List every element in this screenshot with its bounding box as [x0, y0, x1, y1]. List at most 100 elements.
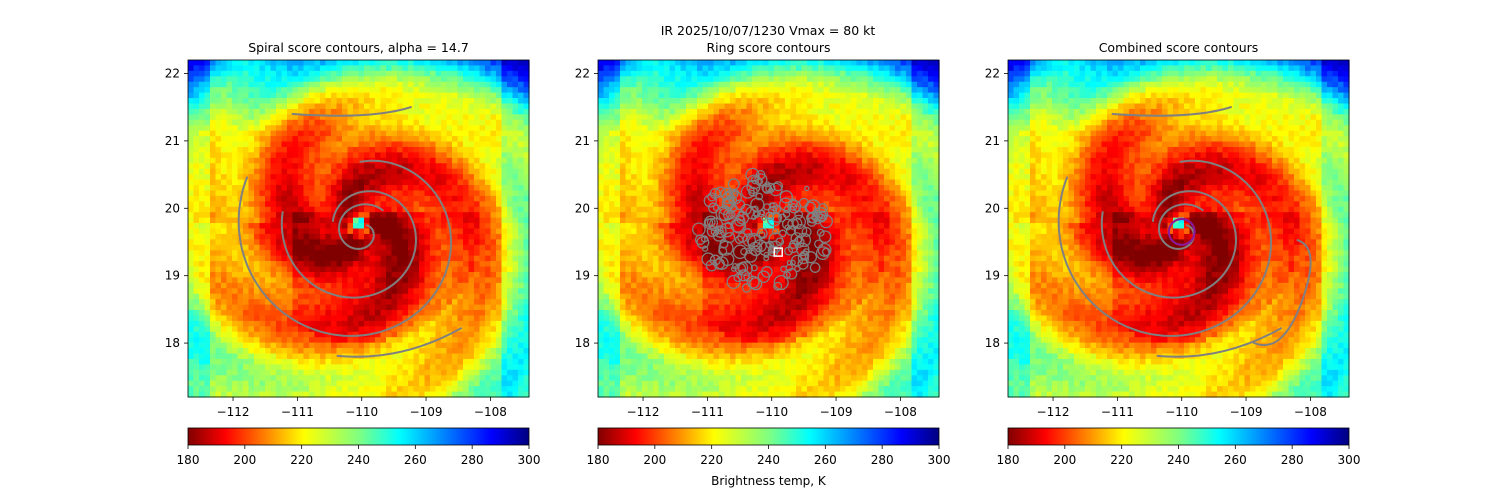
heatmap-cell [391, 293, 398, 300]
heatmap-cell [906, 87, 913, 94]
heatmap-cell [490, 141, 497, 148]
heatmap-cell [801, 125, 808, 132]
heatmap-cell [752, 146, 759, 154]
heatmap-cell [496, 320, 503, 327]
heatmap-cell [369, 212, 376, 219]
heatmap-cell [397, 141, 404, 148]
heatmap-cell [320, 152, 327, 159]
heatmap-cell [928, 98, 935, 105]
heatmap-cell [675, 98, 682, 105]
heatmap-cell [380, 201, 387, 208]
heatmap-cell [331, 201, 338, 208]
heatmap-cell [380, 119, 387, 126]
heatmap-cell [380, 255, 387, 262]
heatmap-cell [254, 195, 261, 202]
heatmap-cell [347, 179, 354, 186]
heatmap-cell [402, 337, 409, 344]
heatmap-cell [226, 81, 233, 88]
heatmap-cell [232, 119, 239, 126]
heatmap-cell [457, 60, 464, 67]
heatmap-cell [862, 146, 869, 154]
heatmap-cell [413, 217, 420, 224]
heatmap-cell [479, 282, 486, 289]
heatmap-cell [697, 103, 704, 110]
heatmap-cell [320, 331, 327, 338]
heatmap-cell [603, 103, 610, 110]
heatmap-cell [485, 315, 492, 322]
heatmap-cell [303, 380, 310, 387]
heatmap-cell [408, 353, 415, 360]
heatmap-cell [270, 386, 277, 393]
heatmap-cell [369, 266, 376, 273]
heatmap-cell [397, 119, 404, 126]
heatmap-cell [364, 326, 371, 333]
heatmap-cell [812, 70, 819, 77]
heatmap-cell [270, 293, 277, 300]
heatmap-cell [620, 70, 627, 77]
heatmap-cell [435, 201, 442, 208]
heatmap-cell [424, 190, 431, 197]
heatmap-cell [518, 364, 525, 371]
heatmap-cell [391, 190, 398, 197]
heatmap-cell [298, 206, 305, 213]
heatmap-cell [193, 271, 200, 279]
heatmap-cell [474, 87, 481, 94]
heatmap-cell [823, 114, 830, 121]
heatmap-cell [485, 168, 492, 175]
heatmap-cell [636, 146, 643, 154]
heatmap-cell [735, 98, 742, 105]
heatmap-cell [259, 326, 266, 333]
heatmap-cell [746, 76, 753, 83]
heatmap-cell [320, 320, 327, 327]
heatmap-cell [452, 212, 459, 219]
heatmap-cell [292, 282, 299, 289]
heatmap-cell [303, 179, 310, 186]
heatmap-cell [270, 250, 277, 257]
heatmap-cell [193, 217, 200, 224]
heatmap-cell [686, 81, 693, 88]
heatmap-cell [463, 76, 470, 83]
heatmap-cell [270, 369, 277, 376]
heatmap-cell [298, 136, 305, 143]
heatmap-cell [380, 92, 387, 99]
heatmap-cell [479, 250, 486, 257]
heatmap-cell [856, 60, 863, 67]
heatmap-cell [391, 391, 398, 398]
heatmap-cell [243, 119, 250, 126]
heatmap-cell [226, 348, 233, 355]
heatmap-cell [199, 206, 206, 213]
heatmap-cell [397, 364, 404, 371]
heatmap-cell [796, 152, 803, 159]
heatmap-cell [435, 125, 442, 132]
heatmap-cell [331, 299, 338, 306]
heatmap-cell [878, 65, 885, 72]
heatmap-cell [691, 114, 698, 121]
heatmap-cell [829, 98, 836, 105]
heatmap-cell [922, 103, 929, 110]
heatmap-cell [647, 130, 654, 137]
heatmap-cell [364, 141, 371, 148]
heatmap-cell [518, 168, 525, 175]
heatmap-cell [193, 320, 200, 327]
heatmap-cell [215, 190, 222, 197]
heatmap-cell [364, 174, 371, 181]
heatmap-cell [226, 228, 233, 235]
heatmap-cell [210, 195, 217, 202]
heatmap-cell [642, 103, 649, 110]
heatmap-cell [496, 103, 503, 110]
heatmap-cell [309, 168, 316, 175]
heatmap-cell [441, 337, 448, 344]
heatmap-cell [479, 190, 486, 197]
heatmap-cell [375, 92, 382, 99]
heatmap-cell [314, 380, 321, 387]
heatmap-cell [424, 146, 431, 154]
heatmap-cell [199, 70, 206, 77]
heatmap-cell [204, 87, 211, 94]
heatmap-cell [309, 119, 316, 126]
heatmap-cell [636, 65, 643, 72]
heatmap-cell [609, 92, 616, 99]
heatmap-cell [479, 364, 486, 371]
heatmap-cell [463, 163, 470, 170]
heatmap-cell [193, 369, 200, 376]
heatmap-cell [342, 358, 349, 365]
